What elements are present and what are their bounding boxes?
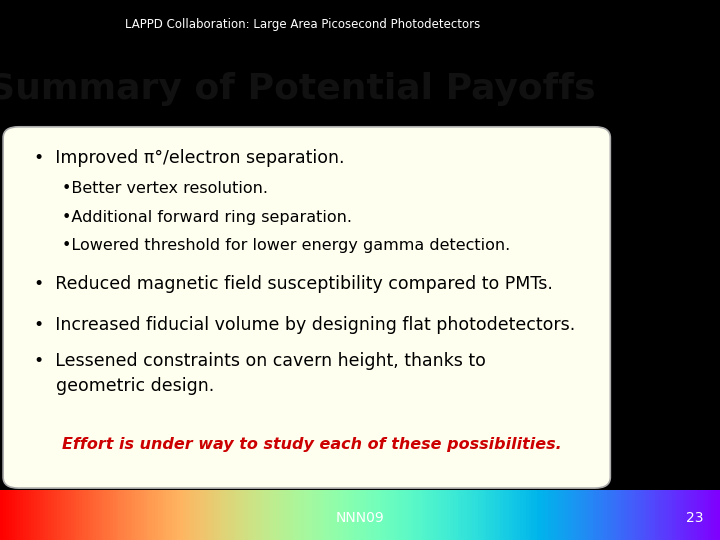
FancyBboxPatch shape [3, 127, 611, 488]
Text: •  Improved π°/electron separation.: • Improved π°/electron separation. [35, 148, 345, 167]
Text: •  Reduced magnetic field susceptibility compared to PMTs.: • Reduced magnetic field susceptibility … [35, 275, 553, 293]
Text: •  Increased fiducial volume by designing flat photodetectors.: • Increased fiducial volume by designing… [35, 316, 575, 334]
Text: •Better vertex resolution.: •Better vertex resolution. [63, 181, 269, 196]
Text: NNN09: NNN09 [336, 511, 384, 525]
Text: •Additional forward ring separation.: •Additional forward ring separation. [63, 210, 352, 225]
Text: •Lowered threshold for lower energy gamma detection.: •Lowered threshold for lower energy gamm… [63, 238, 510, 253]
Text: 23: 23 [686, 511, 703, 525]
Text: Effort is under way to study each of these possibilities.: Effort is under way to study each of the… [63, 436, 562, 451]
Text: LAPPD Collaboration: Large Area Picosecond Photodetectors: LAPPD Collaboration: Large Area Picoseco… [125, 18, 480, 31]
Text: Summary of Potential Payoffs: Summary of Potential Payoffs [0, 72, 596, 106]
Text: •  Lessened constraints on cavern height, thanks to
    geometric design.: • Lessened constraints on cavern height,… [35, 352, 486, 395]
